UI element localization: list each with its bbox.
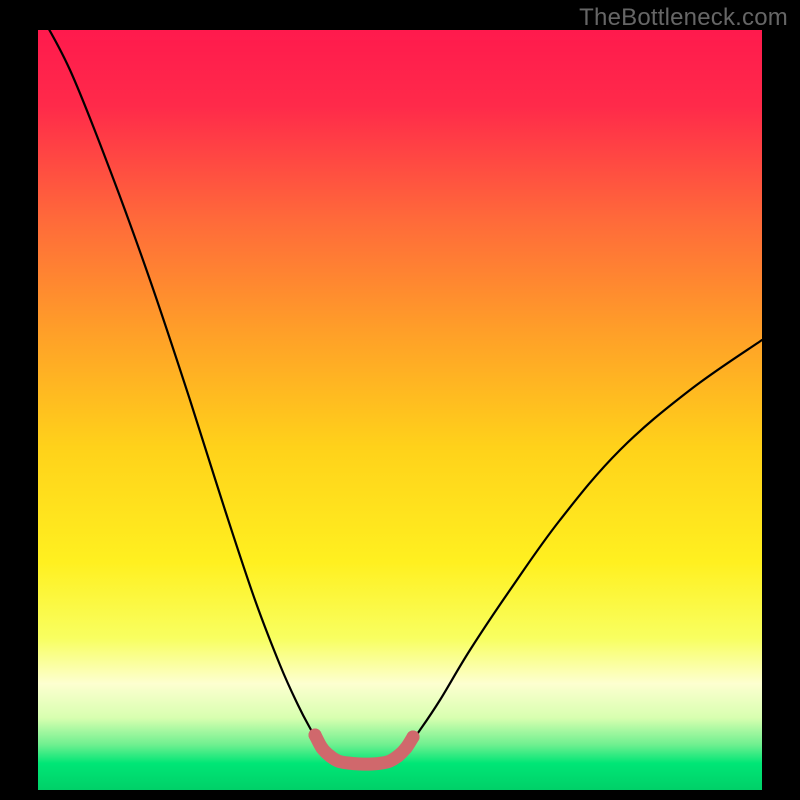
watermark-text: TheBottleneck.com (579, 4, 788, 32)
chart-frame: TheBottleneck.com (0, 0, 800, 800)
bottleneck-chart (0, 0, 800, 800)
